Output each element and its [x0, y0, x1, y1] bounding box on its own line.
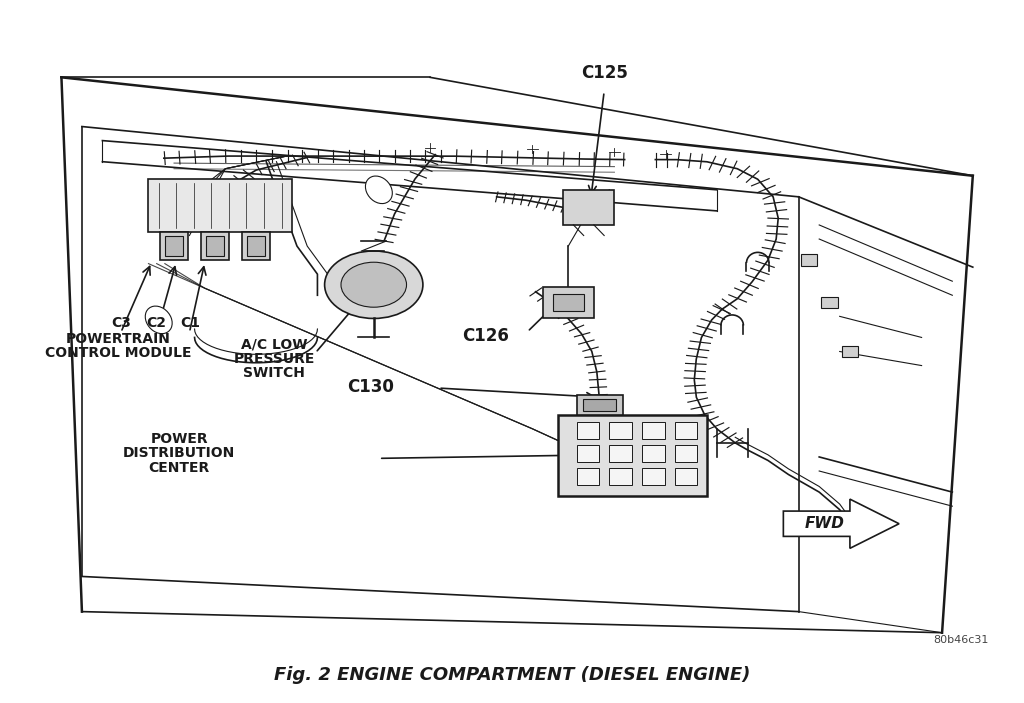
FancyBboxPatch shape	[675, 422, 697, 439]
Text: C126: C126	[462, 327, 509, 345]
FancyBboxPatch shape	[609, 422, 632, 439]
Text: FWD: FWD	[805, 516, 844, 531]
Text: C2: C2	[146, 316, 167, 330]
FancyBboxPatch shape	[206, 236, 224, 256]
FancyBboxPatch shape	[801, 254, 817, 266]
FancyBboxPatch shape	[642, 468, 665, 485]
FancyBboxPatch shape	[609, 468, 632, 485]
FancyBboxPatch shape	[558, 415, 707, 496]
FancyBboxPatch shape	[675, 445, 697, 462]
FancyBboxPatch shape	[675, 468, 697, 485]
Text: PRESSURE: PRESSURE	[233, 352, 315, 366]
FancyBboxPatch shape	[577, 445, 599, 462]
FancyBboxPatch shape	[821, 297, 838, 308]
Text: CENTER: CENTER	[148, 460, 210, 475]
Ellipse shape	[145, 306, 172, 334]
Ellipse shape	[366, 176, 392, 204]
FancyBboxPatch shape	[842, 346, 858, 357]
FancyBboxPatch shape	[247, 236, 265, 256]
FancyBboxPatch shape	[609, 445, 632, 462]
FancyBboxPatch shape	[201, 232, 229, 260]
FancyBboxPatch shape	[563, 190, 614, 225]
Circle shape	[325, 251, 423, 318]
Text: C3: C3	[111, 316, 131, 330]
FancyBboxPatch shape	[165, 236, 183, 256]
FancyBboxPatch shape	[577, 395, 623, 415]
Text: A/C LOW: A/C LOW	[242, 337, 307, 352]
Text: C1: C1	[180, 316, 201, 330]
FancyBboxPatch shape	[583, 399, 616, 411]
Text: DISTRIBUTION: DISTRIBUTION	[123, 446, 236, 460]
FancyBboxPatch shape	[577, 422, 599, 439]
FancyBboxPatch shape	[242, 232, 270, 260]
Text: POWER: POWER	[151, 432, 208, 446]
Text: CONTROL MODULE: CONTROL MODULE	[44, 346, 191, 360]
FancyBboxPatch shape	[543, 287, 594, 318]
Text: 80b46c31: 80b46c31	[933, 635, 988, 645]
Text: POWERTRAIN: POWERTRAIN	[66, 332, 170, 346]
Circle shape	[341, 262, 407, 307]
FancyBboxPatch shape	[160, 232, 188, 260]
FancyBboxPatch shape	[553, 294, 584, 311]
FancyBboxPatch shape	[642, 422, 665, 439]
Text: C125: C125	[581, 64, 628, 82]
FancyBboxPatch shape	[577, 468, 599, 485]
FancyBboxPatch shape	[148, 179, 292, 232]
Text: Fig. 2 ENGINE COMPARTMENT (DIESEL ENGINE): Fig. 2 ENGINE COMPARTMENT (DIESEL ENGINE…	[273, 666, 751, 684]
FancyBboxPatch shape	[642, 445, 665, 462]
Text: SWITCH: SWITCH	[244, 366, 305, 380]
Text: C130: C130	[347, 378, 394, 396]
Polygon shape	[783, 499, 899, 548]
